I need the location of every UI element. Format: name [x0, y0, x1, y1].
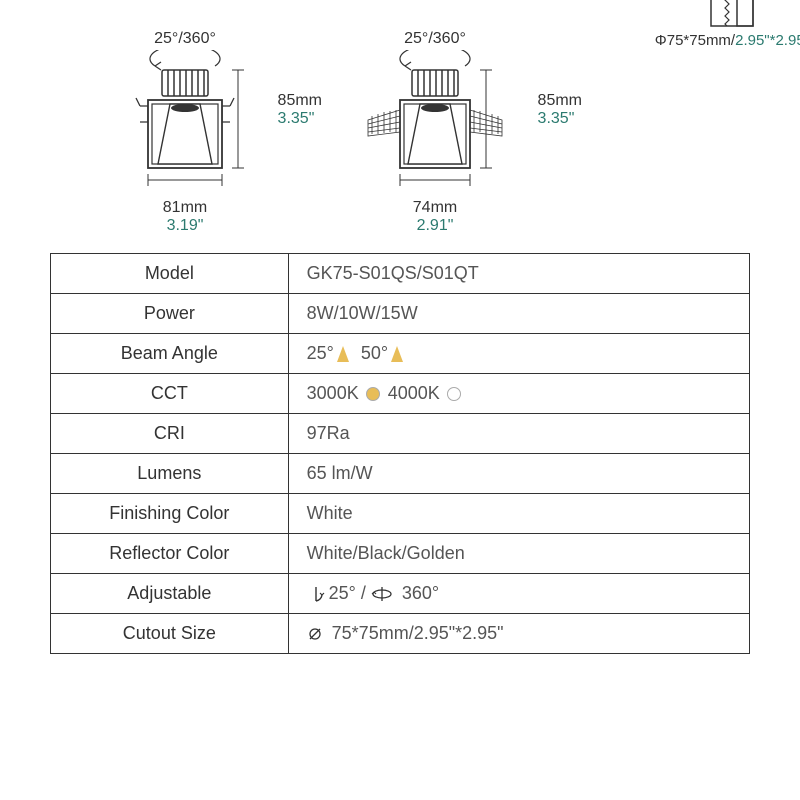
table-row: Adjustable25° / 360°	[51, 574, 750, 614]
spec-label: CRI	[51, 414, 289, 454]
spec-label: Lumens	[51, 454, 289, 494]
width-label-left: 81mm 3.19"	[163, 199, 207, 235]
cct-dot-icon	[447, 387, 461, 401]
fixture-right-drawing	[350, 50, 520, 195]
cct-dot-icon	[366, 387, 380, 401]
spec-label: Model	[51, 254, 289, 294]
table-row: CRI97Ra	[51, 414, 750, 454]
height-label-right: 85mm 3.35"	[538, 92, 582, 128]
table-row: Reflector ColorWhite/Black/Golden	[51, 534, 750, 574]
angle-label-right: 25°/360°	[404, 30, 466, 48]
angle-label-left: 25°/360°	[154, 30, 216, 48]
table-row: Power8W/10W/15W	[51, 294, 750, 334]
cutout-hole-icon	[709, 0, 755, 28]
spec-label: Finishing Color	[51, 494, 289, 534]
height-label-left: 85mm 3.35"	[278, 92, 322, 128]
spec-label: Adjustable	[51, 574, 289, 614]
beam-cone-icon	[390, 345, 404, 363]
spec-table: ModelGK75-S01QS/S01QTPower8W/10W/15WBeam…	[50, 253, 750, 654]
spec-value: 3000K 4000K	[288, 374, 749, 414]
spec-value: 25° / 360°	[288, 574, 749, 614]
beam-cone-icon	[336, 345, 350, 363]
table-row: Lumens65 lm/W	[51, 454, 750, 494]
spec-label: Cutout Size	[51, 614, 289, 654]
diagrams-row: 25°/360°	[50, 30, 750, 235]
width-label-right: 74mm 2.91"	[413, 199, 457, 235]
spec-value: GK75-S01QS/S01QT	[288, 254, 749, 294]
spec-label: Reflector Color	[51, 534, 289, 574]
table-row: CCT3000K 4000K	[51, 374, 750, 414]
spec-label: CCT	[51, 374, 289, 414]
fixture-left-drawing	[110, 50, 260, 195]
spec-value: 65 lm/W	[288, 454, 749, 494]
spec-value: 97Ra	[288, 414, 749, 454]
spec-value: 75*75mm/2.95"*2.95"	[288, 614, 749, 654]
spec-value: White	[288, 494, 749, 534]
spec-value: 8W/10W/15W	[288, 294, 749, 334]
tilt-icon	[307, 585, 325, 603]
spec-value: White/Black/Golden	[288, 534, 749, 574]
table-row: Finishing ColorWhite	[51, 494, 750, 534]
table-row: Cutout Size 75*75mm/2.95"*2.95"	[51, 614, 750, 654]
diameter-icon	[307, 626, 323, 642]
spec-label: Power	[51, 294, 289, 334]
diagram-right: 25°/360°	[350, 30, 520, 235]
spec-label: Beam Angle	[51, 334, 289, 374]
rotate-icon	[371, 585, 393, 603]
table-row: ModelGK75-S01QS/S01QT	[51, 254, 750, 294]
table-row: Beam Angle25° 50°	[51, 334, 750, 374]
diagram-left: 25°/360°	[110, 30, 260, 235]
spec-value: 25° 50°	[288, 334, 749, 374]
